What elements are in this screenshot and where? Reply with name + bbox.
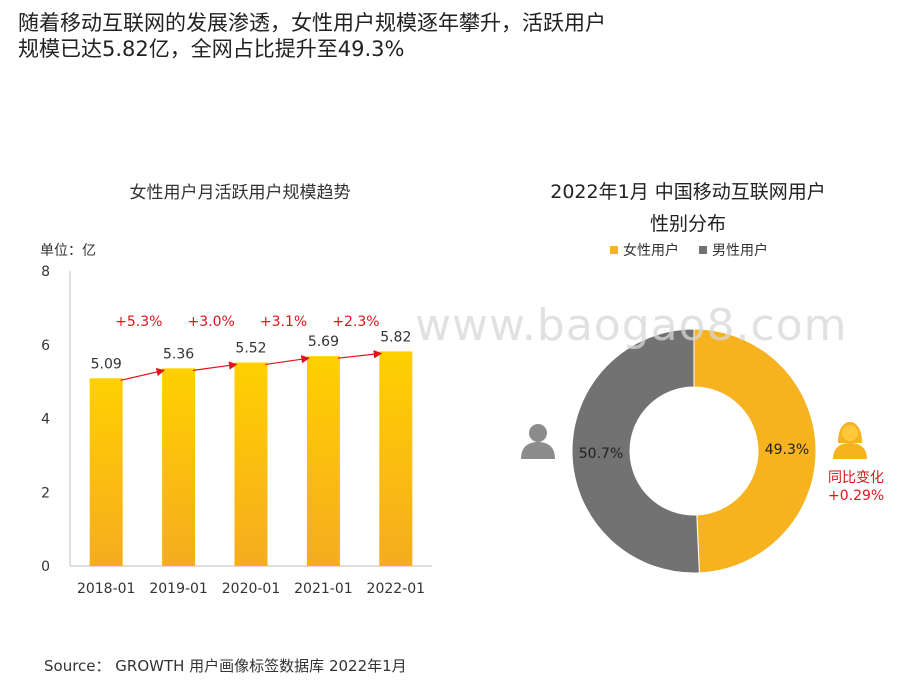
growth-label: +5.3% bbox=[115, 314, 162, 330]
legend-label-female: 女性用户 bbox=[623, 243, 679, 259]
growth-arrow bbox=[193, 361, 238, 371]
bar bbox=[162, 368, 196, 566]
x-tick-label: 2022-01 bbox=[367, 581, 426, 597]
donut-slice-male bbox=[571, 328, 700, 574]
headline-line-1: 随着移动互联网的发展渗透，女性用户规模逐年攀升，活跃用户 bbox=[18, 11, 606, 35]
bar-value-label: 5.69 bbox=[308, 334, 339, 350]
bar-value-label: 5.09 bbox=[91, 356, 122, 372]
y-tick-label: 4 bbox=[41, 412, 50, 428]
donut-slice-female bbox=[693, 328, 817, 574]
donut-value-label: 50.7% bbox=[579, 446, 623, 462]
growth-arrow bbox=[265, 355, 310, 366]
x-tick-label: 2018-01 bbox=[77, 581, 136, 597]
bar-chart: 0 2 4 6 8 5.09 2018-01 5.36 2019-01 5.52 2020-01 5.… bbox=[41, 264, 432, 597]
yoy-value: +0.29% bbox=[828, 488, 885, 504]
donut-value-label: 49.3% bbox=[765, 442, 809, 458]
female-user-icon bbox=[833, 422, 867, 459]
headline-line-2: 规模已达5.82亿，全网占比提升至49.3% bbox=[18, 37, 405, 61]
bar bbox=[306, 356, 340, 566]
growth-arrow bbox=[120, 367, 165, 381]
x-tick-label: 2021-01 bbox=[294, 581, 353, 597]
y-tick-label: 0 bbox=[41, 559, 50, 575]
bar bbox=[89, 378, 123, 566]
bar-chart-title: 女性用户月活跃用户规模趋势 bbox=[129, 183, 351, 203]
source-note: Source： GROWTH 用户画像标签数据库 2022年1月 bbox=[44, 657, 407, 675]
pie-legend: 女性用户 男性用户 bbox=[610, 240, 768, 260]
legend-item-female: 女性用户 bbox=[610, 240, 679, 260]
pie-title-line-1: 2022年1月 中国移动互联网用户 bbox=[550, 181, 826, 203]
headline: 随着移动互联网的发展渗透，女性用户规模逐年攀升，活跃用户 规模已达5.82亿，全… bbox=[18, 10, 898, 62]
watermark: www.baogao8.com bbox=[415, 300, 848, 351]
y-tick-label: 6 bbox=[41, 338, 50, 354]
bar-value-label: 5.36 bbox=[163, 346, 194, 362]
bar bbox=[234, 362, 268, 566]
pie-title-line-2: 性别分布 bbox=[649, 213, 726, 235]
bar-value-label: 5.82 bbox=[380, 329, 411, 345]
male-user-icon bbox=[521, 424, 555, 459]
y-tick-label: 2 bbox=[41, 485, 50, 501]
pie-chart-title: 2022年1月 中国移动互联网用户 性别分布 bbox=[498, 176, 878, 240]
yoy-label: 同比变化 bbox=[828, 470, 884, 486]
legend-swatch-female bbox=[610, 246, 618, 254]
x-tick-label: 2019-01 bbox=[149, 581, 208, 597]
growth-label: +3.1% bbox=[260, 314, 307, 330]
growth-label: +3.0% bbox=[188, 314, 235, 330]
bar-value-label: 5.52 bbox=[235, 340, 266, 356]
legend-label-male: 男性用户 bbox=[712, 243, 768, 259]
yoy-change: 同比变化 +0.29% bbox=[828, 469, 884, 505]
growth-label: +2.3% bbox=[332, 314, 379, 330]
x-tick-label: 2020-01 bbox=[222, 581, 281, 597]
unit-label: 单位：亿 bbox=[40, 243, 96, 259]
y-tick-label: 8 bbox=[41, 264, 50, 280]
legend-item-male: 男性用户 bbox=[699, 240, 768, 260]
legend-swatch-male bbox=[699, 246, 707, 254]
donut-chart: 49.3% 50.7% bbox=[571, 328, 817, 574]
bar bbox=[379, 351, 413, 566]
growth-arrow bbox=[337, 350, 383, 359]
